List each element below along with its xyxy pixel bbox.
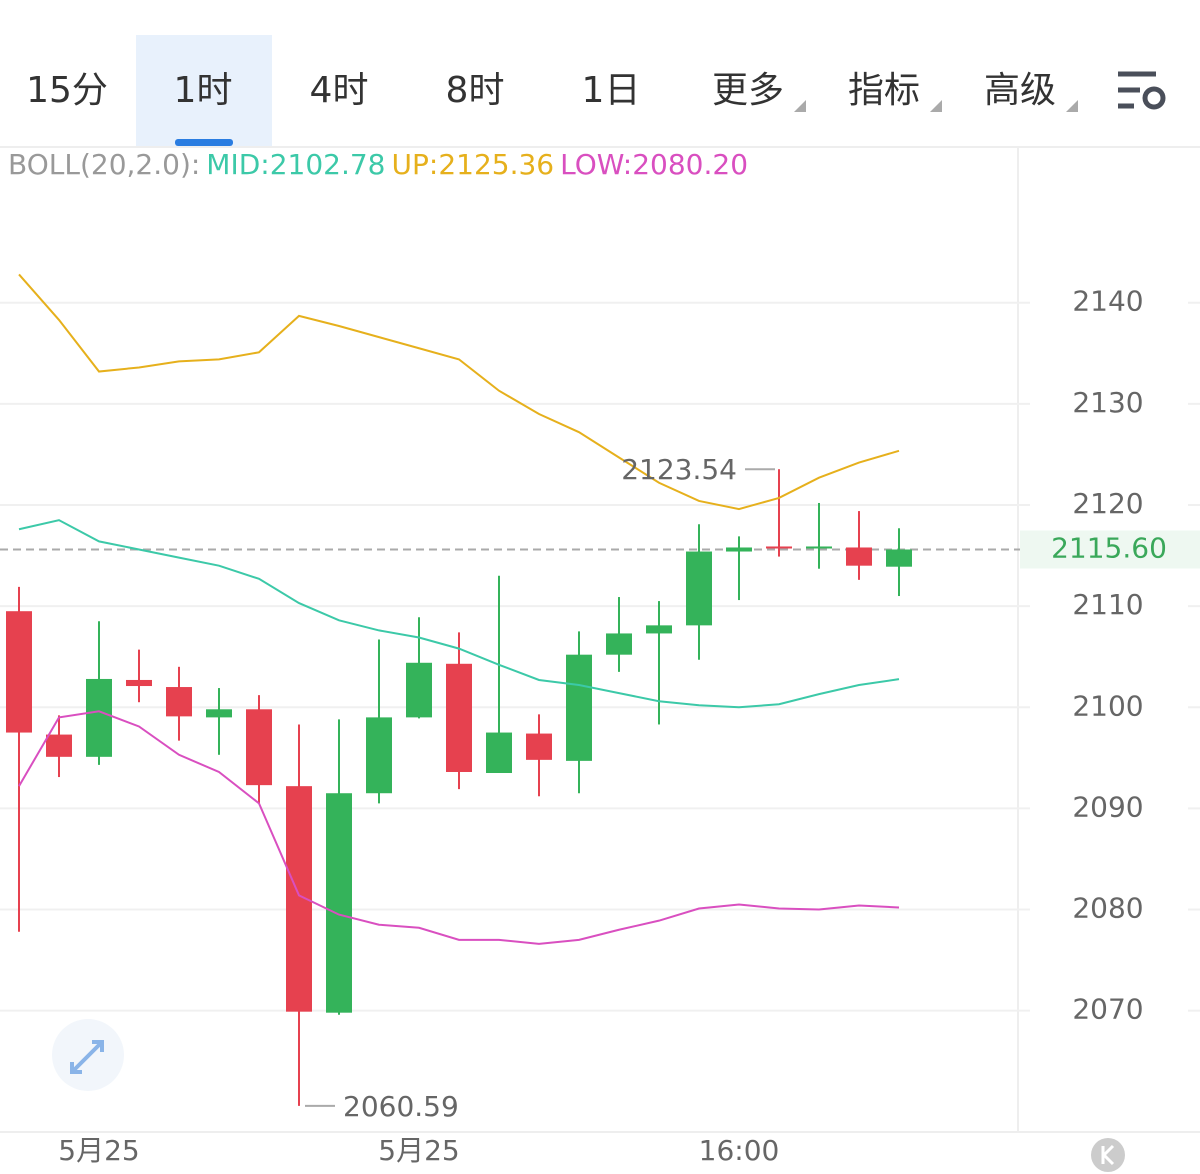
candle-body bbox=[526, 733, 552, 760]
active-tab-bg bbox=[136, 35, 272, 146]
y-tick-label: 2120 bbox=[1072, 487, 1143, 520]
legend-item: MID:2102.78 bbox=[206, 148, 385, 181]
plot: 2070 2080 2090 2100 2110 2120 2130 2140 5月25 5月25… bbox=[0, 273, 1200, 1167]
x-tick-label: 5月25 bbox=[58, 1134, 139, 1167]
candle-body bbox=[366, 717, 392, 794]
tab[interactable]: 15分 bbox=[26, 70, 108, 111]
candle-body bbox=[566, 654, 592, 761]
y-tick-label: 2070 bbox=[1072, 993, 1143, 1026]
candle-body bbox=[806, 546, 832, 549]
tab[interactable]: 4时 bbox=[310, 70, 369, 111]
tab[interactable]: 8时 bbox=[446, 70, 505, 111]
dropdown-arrow bbox=[930, 100, 942, 112]
dropdown-arrow bbox=[794, 100, 806, 112]
legend-item: UP:2125.36 bbox=[392, 148, 555, 181]
candle-body bbox=[686, 551, 712, 626]
boll-line bbox=[18, 273, 900, 511]
legend-item: LOW:2080.20 bbox=[560, 148, 748, 181]
expand-button[interactable] bbox=[52, 1019, 124, 1091]
candle-body bbox=[646, 625, 672, 634]
boll-line bbox=[18, 710, 900, 945]
candle-body bbox=[886, 549, 912, 567]
indicator-legend: BOLL(20,2.0): MID:2102.78 UP:2125.36 LOW:20… bbox=[8, 148, 748, 181]
x-tick-label: 16:00 bbox=[699, 1134, 780, 1167]
candle-body bbox=[766, 546, 792, 549]
candle-body bbox=[326, 793, 352, 1013]
active-tab-indicator bbox=[175, 139, 233, 146]
settings-icon[interactable] bbox=[1118, 71, 1166, 110]
tab[interactable]: 指标 bbox=[848, 70, 920, 111]
y-tick-label: 2100 bbox=[1072, 689, 1143, 722]
k-button[interactable] bbox=[1091, 1138, 1125, 1172]
candle-body bbox=[6, 611, 32, 733]
y-tick-label: 2140 bbox=[1072, 285, 1143, 318]
tab[interactable]: 高级 bbox=[984, 70, 1056, 111]
y-tick-label: 2130 bbox=[1072, 386, 1143, 419]
tab[interactable]: 1日 bbox=[582, 70, 641, 111]
tab[interactable]: 更多 bbox=[712, 70, 784, 111]
candle-body bbox=[206, 709, 232, 718]
x-tick-label: 5月25 bbox=[378, 1134, 459, 1167]
candle-body bbox=[406, 662, 432, 718]
candle-body bbox=[246, 709, 272, 786]
y-tick-label: 2110 bbox=[1072, 588, 1143, 621]
legend-item: BOLL(20,2.0): bbox=[8, 148, 200, 181]
price-label-bg bbox=[1020, 530, 1200, 569]
candle-body bbox=[166, 687, 192, 717]
dropdown-arrow bbox=[1066, 100, 1078, 112]
candle-body bbox=[126, 679, 152, 687]
price-label: 2115.60 bbox=[1051, 532, 1167, 565]
y-tick-label: 2090 bbox=[1072, 790, 1143, 823]
boll-line bbox=[18, 519, 900, 709]
candle-body bbox=[86, 678, 112, 757]
candle-body bbox=[846, 547, 872, 566]
candle-body bbox=[726, 547, 752, 552]
tab[interactable]: 1时 bbox=[174, 70, 233, 111]
low-annotation: 2060.59 bbox=[343, 1090, 459, 1123]
candle-body bbox=[446, 663, 472, 772]
high-annotation: 2123.54 bbox=[621, 453, 737, 486]
candle-body bbox=[486, 732, 512, 774]
candle-body bbox=[606, 633, 632, 655]
y-tick-label: 2080 bbox=[1072, 892, 1143, 925]
candle-body bbox=[46, 734, 72, 757]
